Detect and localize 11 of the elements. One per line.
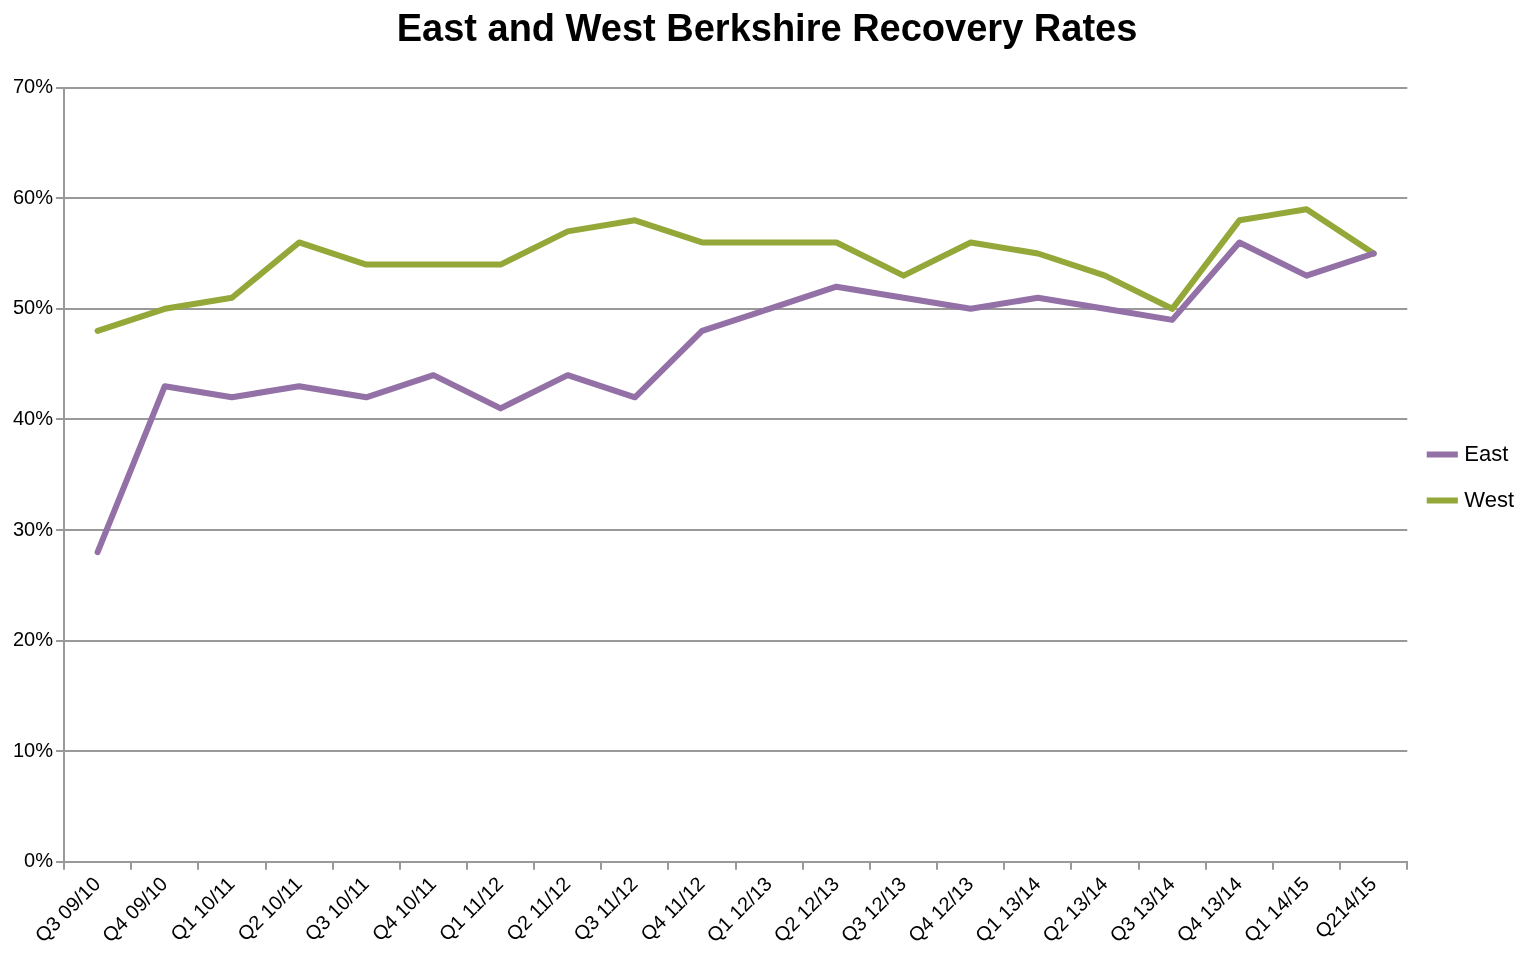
legend-label: East: [1464, 440, 1509, 466]
y-tick-label: 40%: [13, 406, 54, 429]
y-tick-label: 20%: [13, 628, 54, 651]
y-tick-label: 60%: [13, 185, 54, 208]
y-tick-label: 0%: [24, 849, 54, 872]
y-tick-label: 30%: [13, 517, 54, 540]
y-tick-label: 10%: [13, 738, 54, 761]
chart-title: East and West Berkshire Recovery Rates: [396, 7, 1138, 50]
legend-label: West: [1464, 486, 1514, 512]
y-tick-label: 70%: [13, 75, 54, 98]
y-tick-label: 50%: [13, 296, 54, 319]
